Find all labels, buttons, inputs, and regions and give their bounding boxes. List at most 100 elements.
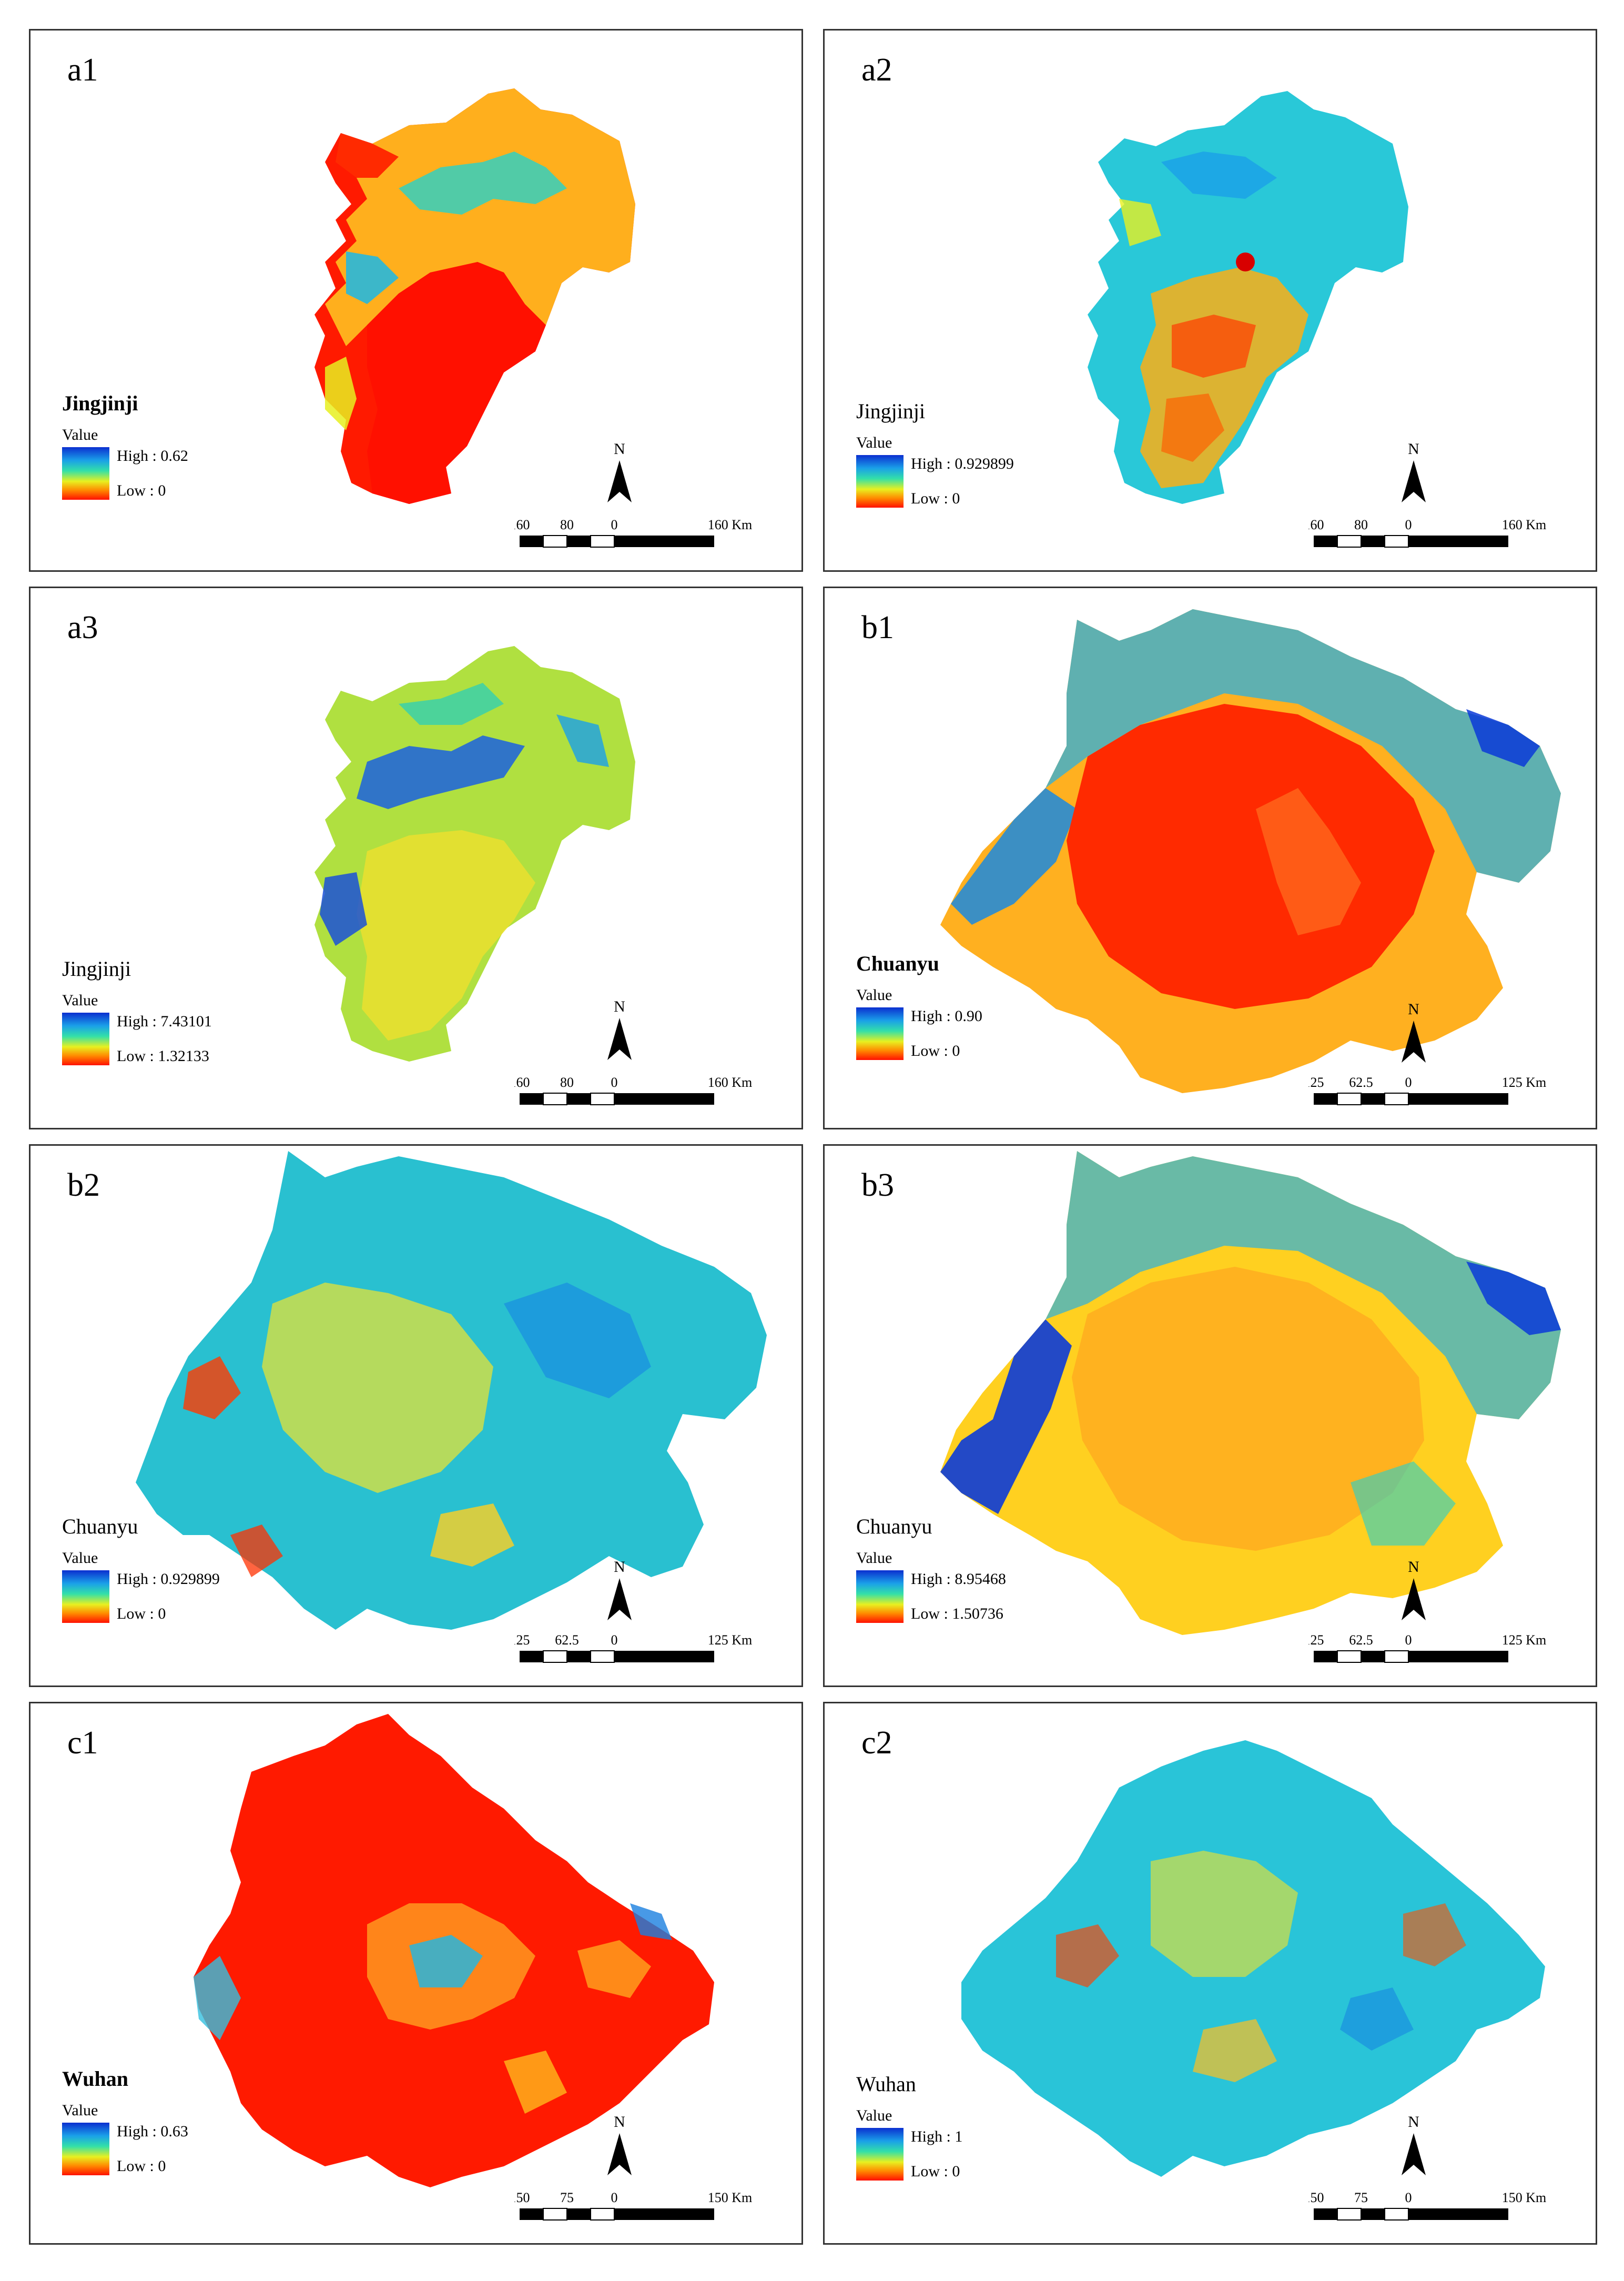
scale-bar: 125 62.5 0 125 Km xyxy=(1308,1632,1546,1663)
color-ramp xyxy=(62,447,109,500)
legend-title: Value xyxy=(856,2107,892,2124)
legend-low-label: Low : 1.50736 xyxy=(911,1605,1003,1622)
legend-title: Value xyxy=(62,1549,98,1567)
svg-text:0: 0 xyxy=(1405,517,1412,532)
scale-bar: 160 80 0 160 Km xyxy=(1308,517,1547,548)
region-name: Chuanyu xyxy=(62,1515,138,1538)
svg-text:80: 80 xyxy=(560,1075,574,1090)
svg-text:0: 0 xyxy=(1405,2190,1412,2205)
panel-id: b3 xyxy=(861,1167,894,1203)
legend-low-label: Low : 0 xyxy=(117,1605,166,1622)
scale-bar: 150 75 0 150 Km xyxy=(1308,2190,1547,2221)
map-legend: Wuhan Value High : 1 Low : 0 xyxy=(856,2072,962,2181)
map-legend: Jingjinji Value High : 7.43101 Low : 1.3… xyxy=(62,956,212,1065)
legend-high-label: High : 0.929899 xyxy=(117,1570,220,1588)
svg-text:N: N xyxy=(1408,440,1419,458)
color-ramp xyxy=(856,1007,904,1060)
map-legend: Wuhan Value High : 0.63 Low : 0 xyxy=(62,2066,188,2175)
svg-text:160: 160 xyxy=(514,1075,530,1090)
color-ramp xyxy=(856,2128,904,2181)
svg-text:N: N xyxy=(614,1558,625,1576)
svg-text:75: 75 xyxy=(560,2190,574,2205)
scale-bar: 125 62.5 0 125 Km xyxy=(514,1632,753,1663)
map-legend: Jingjinji Value High : 0.929899 Low : 0 xyxy=(856,399,1014,508)
svg-text:160 Km: 160 Km xyxy=(708,1075,753,1090)
color-ramp xyxy=(856,1570,904,1623)
map-panel-b2: b2 Chuanyu Value High : 0.929899 Low : 0… xyxy=(29,1144,803,1687)
map-legend: Chuanyu Value High : 0.929899 Low : 0 xyxy=(62,1514,220,1623)
svg-text:N: N xyxy=(1408,2113,1419,2131)
svg-text:62.5: 62.5 xyxy=(1349,1632,1373,1648)
svg-text:125 Km: 125 Km xyxy=(1502,1075,1547,1090)
legend-low-label: Low : 1.32133 xyxy=(117,1047,209,1065)
region-name: Jingjinji xyxy=(62,391,138,415)
map-legend: Chuanyu Value High : 0.90 Low : 0 xyxy=(856,951,982,1060)
map-panel-a2: a2 Jingjinji Value High : 0.929899 Low :… xyxy=(823,29,1597,572)
legend-high-label: High : 0.929899 xyxy=(911,455,1014,472)
svg-text:80: 80 xyxy=(1354,517,1368,532)
north-arrow-icon: N xyxy=(607,440,632,502)
north-arrow-icon: N xyxy=(607,998,632,1060)
svg-text:0: 0 xyxy=(1405,1075,1412,1090)
panel-id: c2 xyxy=(861,1725,892,1761)
svg-text:62.5: 62.5 xyxy=(555,1632,579,1648)
color-ramp xyxy=(62,1570,109,1623)
legend-title: Value xyxy=(62,426,98,443)
map-panel-b1: b1 Chuanyu Value High : 0.90 Low : 0 N 1… xyxy=(823,587,1597,1129)
svg-text:0: 0 xyxy=(611,1075,618,1090)
map-legend: Chuanyu Value High : 8.95468 Low : 1.507… xyxy=(856,1514,1006,1623)
svg-text:N: N xyxy=(1408,1001,1419,1018)
svg-text:0: 0 xyxy=(1405,1632,1412,1648)
svg-text:62.5: 62.5 xyxy=(1349,1075,1373,1090)
svg-text:0: 0 xyxy=(611,517,618,532)
map-panel-a3: a3 Jingjinji Value High : 7.43101 Low : … xyxy=(29,587,803,1129)
map-panel-c1: c1 Wuhan Value High : 0.63 Low : 0 N 150… xyxy=(29,1702,803,2245)
color-ramp xyxy=(62,2123,109,2175)
legend-low-label: Low : 0 xyxy=(117,482,166,499)
svg-text:N: N xyxy=(614,440,625,458)
legend-low-label: Low : 0 xyxy=(911,2163,960,2180)
legend-high-label: High : 7.43101 xyxy=(117,1013,212,1030)
panel-id: b2 xyxy=(67,1167,100,1203)
svg-text:0: 0 xyxy=(611,1632,618,1648)
svg-text:150 Km: 150 Km xyxy=(1502,2190,1547,2205)
scale-bar: 150 75 0 150 Km xyxy=(514,2190,752,2221)
legend-title: Value xyxy=(62,2102,98,2119)
svg-text:125: 125 xyxy=(1308,1075,1324,1090)
region-map-a3 xyxy=(314,646,635,1062)
legend-low-label: Low : 0 xyxy=(117,2157,166,2175)
north-arrow-icon: N xyxy=(607,1558,632,1620)
legend-high-label: High : 0.90 xyxy=(911,1007,982,1025)
panel-id: a3 xyxy=(67,610,98,645)
panel-id: c1 xyxy=(67,1725,98,1761)
scale-bar: 125 62.5 0 125 Km xyxy=(1308,1075,1547,1105)
svg-text:160 Km: 160 Km xyxy=(708,517,753,532)
legend-title: Value xyxy=(856,434,892,451)
legend-high-label: High : 1 xyxy=(911,2128,963,2145)
panel-id: a2 xyxy=(861,52,892,88)
region-map-a1 xyxy=(314,88,635,504)
scale-bar: 160 80 0 160 Km xyxy=(514,517,753,548)
legend-high-label: High : 0.62 xyxy=(117,447,188,465)
svg-text:125: 125 xyxy=(1308,1632,1324,1648)
region-name: Chuanyu xyxy=(856,1515,932,1538)
north-arrow-icon: N xyxy=(1402,1001,1426,1063)
legend-high-label: High : 0.63 xyxy=(117,2123,188,2140)
north-arrow-icon: N xyxy=(1402,1558,1426,1620)
north-arrow-icon: N xyxy=(607,2113,632,2175)
region-name: Chuanyu xyxy=(856,952,939,975)
region-name: Jingjinji xyxy=(62,957,131,981)
legend-title: Value xyxy=(856,1549,892,1567)
svg-text:150: 150 xyxy=(1308,2190,1324,2205)
svg-text:80: 80 xyxy=(560,517,574,532)
region-map-c2 xyxy=(961,1740,1545,2177)
svg-text:N: N xyxy=(1408,1558,1419,1576)
map-panel-c2: c2 Wuhan Value High : 1 Low : 0 N 150 75… xyxy=(823,1702,1597,2245)
svg-text:160 Km: 160 Km xyxy=(1502,517,1547,532)
svg-text:160: 160 xyxy=(514,517,530,532)
legend-title: Value xyxy=(856,986,892,1004)
svg-text:0: 0 xyxy=(611,2190,618,2205)
svg-text:N: N xyxy=(614,998,625,1015)
svg-text:125 Km: 125 Km xyxy=(708,1632,753,1648)
region-name: Wuhan xyxy=(62,2067,129,2091)
